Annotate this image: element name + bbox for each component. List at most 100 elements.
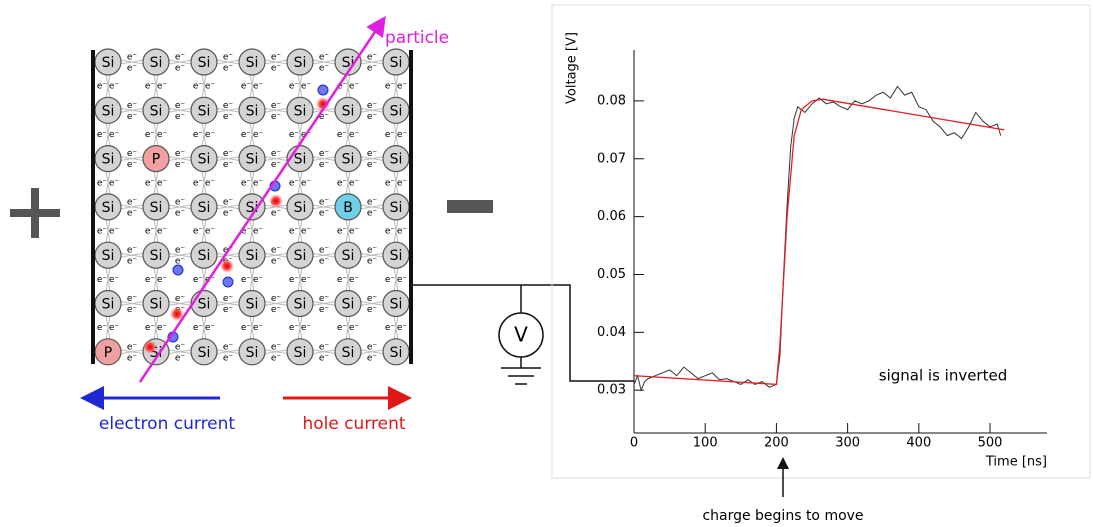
atom-label: P (152, 152, 160, 168)
atom-label: Si (150, 297, 163, 313)
atom-label: Si (390, 103, 403, 119)
bond-electron: e⁻ (397, 82, 408, 92)
bond-electron: e⁻ (271, 353, 282, 363)
bond-electron: e⁻ (367, 294, 378, 304)
bond-electron: e⁻ (301, 275, 312, 285)
bond-electron: e⁻ (97, 275, 108, 285)
bond-electron: e⁻ (193, 323, 204, 333)
atom-label: Si (102, 248, 115, 264)
hole (170, 307, 184, 321)
arrow-annotation: charge begins to move (702, 508, 863, 524)
bond-electron: e⁻ (367, 353, 378, 363)
bond-electron: e⁻ (349, 178, 360, 188)
atom-label: Si (246, 248, 259, 264)
bond-electron: e⁻ (127, 149, 138, 159)
atom (142, 145, 170, 173)
bond-electron: e⁻ (319, 342, 330, 352)
atom (238, 193, 266, 221)
bond-electron: e⁻ (175, 342, 186, 352)
atom (286, 289, 314, 318)
bond-electron: e⁻ (397, 275, 408, 285)
bond-electron: e⁻ (223, 197, 234, 207)
atom (142, 48, 170, 76)
bond-electron: e⁻ (319, 294, 330, 304)
atom (142, 96, 170, 124)
bond-electron: e⁻ (319, 305, 330, 315)
atom-label: Si (102, 103, 115, 119)
atom-label: Si (390, 200, 403, 216)
bond-electron: e⁻ (175, 208, 186, 218)
bond-electron: e⁻ (193, 227, 204, 237)
hole-current-label: hole current (302, 414, 405, 434)
atom-label: Si (342, 103, 355, 119)
free-electron (317, 84, 329, 96)
atom-label: Si (102, 55, 115, 71)
free-electron (222, 276, 234, 288)
atom (190, 338, 218, 366)
bond-electron: e⁻ (205, 227, 216, 237)
atom-label: Si (150, 103, 163, 119)
bond-electron: e⁻ (271, 160, 282, 170)
bond-electron: e⁻ (397, 323, 408, 333)
bond-electron: e⁻ (367, 112, 378, 122)
bond-electron: e⁻ (337, 130, 348, 140)
bond-electron: e⁻ (301, 227, 312, 237)
bond-electron: e⁻ (319, 64, 330, 74)
atom (190, 48, 218, 76)
atom (142, 241, 170, 269)
bond-electron: e⁻ (367, 208, 378, 218)
bond-electron: e⁻ (271, 246, 282, 256)
bond-electron: e⁻ (349, 227, 360, 237)
bond-electron: e⁻ (319, 257, 330, 267)
bond-electron: e⁻ (385, 130, 396, 140)
bond-electron: e⁻ (223, 160, 234, 170)
bond-electron: e⁻ (301, 323, 312, 333)
bond-electron: e⁻ (289, 227, 300, 237)
bond-electron: e⁻ (145, 130, 156, 140)
bond-electron: e⁻ (289, 275, 300, 285)
atom-label: Si (390, 55, 403, 71)
bond-electron: e⁻ (97, 178, 108, 188)
bond-electron: e⁻ (271, 53, 282, 63)
hole (143, 340, 157, 354)
bond-electron: e⁻ (193, 275, 204, 285)
bond-electron: e⁻ (175, 160, 186, 170)
atom-label: Si (198, 55, 211, 71)
atom (334, 289, 362, 318)
atom-label: Si (294, 345, 307, 361)
bond-electron: e⁻ (271, 257, 282, 267)
atom-label: B (343, 200, 353, 216)
atom (334, 241, 362, 269)
bond-electron: e⁻ (175, 246, 186, 256)
atom-label: Si (198, 103, 211, 119)
y-axis-label: Voltage [V] (565, 32, 580, 104)
bond-electron: e⁻ (97, 227, 108, 237)
atom-label: Si (294, 297, 307, 313)
atom (286, 241, 314, 269)
bond-electron: e⁻ (289, 178, 300, 188)
lattice: e⁻e⁻e⁻ e⁻e⁻e⁻e⁻ e⁻e⁻e⁻e⁻ e⁻e⁻e⁻e⁻ e⁻e⁻e⁻e⁻ e⁻… (94, 48, 410, 366)
bond-electron: e⁻ (97, 82, 108, 92)
bond-electron: e⁻ (367, 101, 378, 111)
atom (238, 338, 266, 366)
bond-electron: e⁻ (397, 178, 408, 188)
atom-label: Si (198, 152, 211, 168)
bond-electron: e⁻ (253, 275, 264, 285)
atom-label: Si (102, 152, 115, 168)
atom-label: Si (246, 297, 259, 313)
y-tick-label: 0.03 (597, 383, 626, 398)
atom (238, 145, 266, 173)
bond-electron: e⁻ (241, 178, 252, 188)
bond-electron: e⁻ (289, 130, 300, 140)
bond-electron: e⁻ (127, 342, 138, 352)
bond-electron: e⁻ (223, 64, 234, 74)
bond-electron: e⁻ (193, 130, 204, 140)
atom-label: Si (198, 297, 211, 313)
bond-electron: e⁻ (349, 130, 360, 140)
atom-label: Si (294, 200, 307, 216)
bond-electron: e⁻ (145, 275, 156, 285)
bond-electron: e⁻ (157, 178, 168, 188)
atom (286, 193, 314, 221)
bond-electron: e⁻ (175, 53, 186, 63)
bond-electron: e⁻ (145, 227, 156, 237)
